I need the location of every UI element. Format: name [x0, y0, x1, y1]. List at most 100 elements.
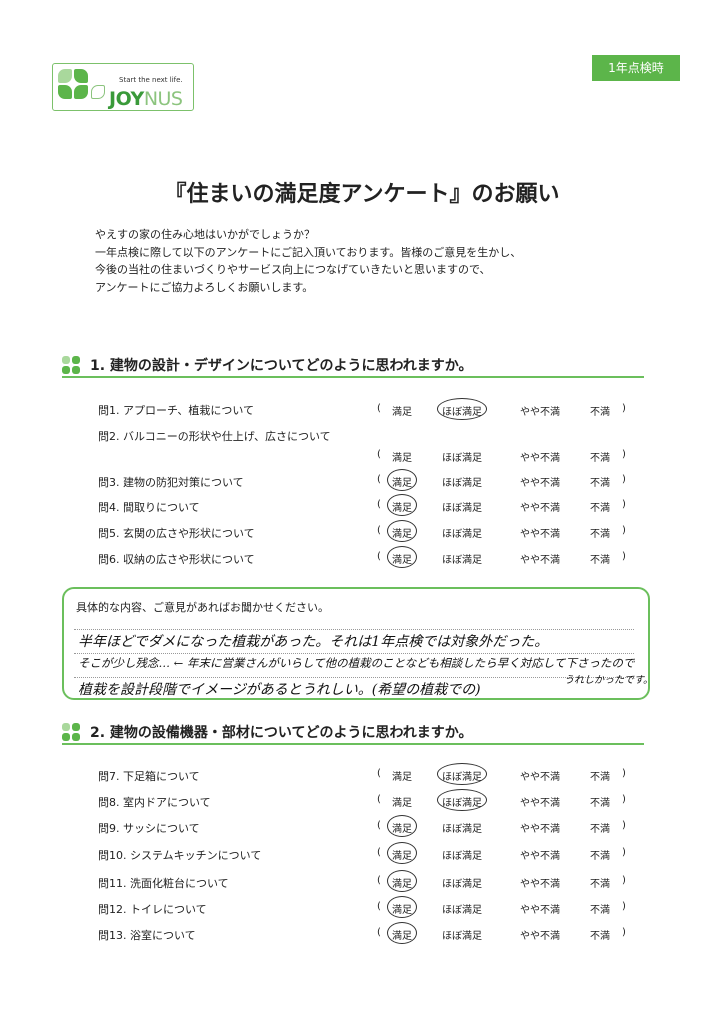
option-label: 不満 [590, 879, 610, 890]
option-label: 満足 [392, 407, 412, 418]
option-satisfied[interactable]: 満足 [387, 870, 417, 892]
paren: ( [377, 927, 381, 938]
option-satisfied[interactable]: 満足 [387, 896, 417, 918]
option-mostly-satisfied[interactable]: ほぼ満足 [442, 901, 482, 916]
option-satisfied[interactable]: 満足 [387, 546, 417, 568]
option-mostly-satisfied[interactable]: ほぼ満足 [437, 789, 487, 811]
option-satisfied[interactable]: 満足 [387, 494, 417, 516]
option-dissatisfied[interactable]: 不満 [590, 525, 610, 540]
option-somewhat-dissatisfied[interactable]: やや不満 [520, 525, 560, 540]
option-label: 満足 [392, 453, 412, 464]
paren: ( [377, 875, 381, 886]
option-mostly-satisfied[interactable]: ほぼ満足 [442, 525, 482, 540]
option-label: 不満 [590, 851, 610, 862]
option-mostly-satisfied[interactable]: ほぼ満足 [442, 474, 482, 489]
selected-circle-mark [437, 789, 487, 811]
option-dissatisfied[interactable]: 不満 [590, 474, 610, 489]
selected-circle-mark [387, 469, 417, 491]
option-satisfied[interactable]: 満足 [387, 815, 417, 837]
option-label: やや不満 [520, 824, 560, 835]
option-somewhat-dissatisfied[interactable]: やや不満 [520, 875, 560, 890]
option-satisfied[interactable]: 満足 [387, 469, 417, 491]
divider [62, 743, 644, 745]
option-somewhat-dissatisfied[interactable]: やや不満 [520, 449, 560, 464]
option-somewhat-dissatisfied[interactable]: やや不満 [520, 927, 560, 942]
option-dissatisfied[interactable]: 不満 [590, 768, 610, 783]
handwritten-line: うれしかったです。 [564, 675, 653, 686]
intro-text: やえすの家の住み心地はいかがでしょうか？ 一年点検に際して以下のアンケートにご記入… [95, 228, 522, 294]
option-somewhat-dissatisfied[interactable]: やや不満 [520, 474, 560, 489]
option-dissatisfied[interactable]: 不満 [590, 927, 610, 942]
option-label: やや不満 [520, 772, 560, 783]
option-label: やや不満 [520, 478, 560, 489]
paren: ) [622, 525, 626, 536]
logo-leaf-icon [74, 85, 88, 99]
option-mostly-satisfied[interactable]: ほぼ満足 [442, 499, 482, 514]
logo-leaf-icon [58, 85, 72, 99]
option-mostly-satisfied[interactable]: ほぼ満足 [442, 551, 482, 566]
option-mostly-satisfied[interactable]: ほぼ満足 [442, 927, 482, 942]
option-label: やや不満 [520, 555, 560, 566]
paren: ) [622, 901, 626, 912]
comment-prompt: 具体的な内容、ご意見があればお聞かせください。 [76, 601, 329, 614]
option-dissatisfied[interactable]: 不満 [590, 403, 610, 418]
handwritten-line: 植栽を設計段階でイメージがあるとうれしい。(希望の植栽での) [78, 682, 481, 698]
paren: ( [377, 820, 381, 831]
option-label: ほぼ満足 [442, 555, 482, 566]
paren: ) [622, 551, 626, 562]
option-somewhat-dissatisfied[interactable]: やや不満 [520, 499, 560, 514]
option-label: 不満 [590, 905, 610, 916]
option-somewhat-dissatisfied[interactable]: やや不満 [520, 768, 560, 783]
option-dissatisfied[interactable]: 不満 [590, 820, 610, 835]
option-label: ほぼ満足 [442, 529, 482, 540]
option-dissatisfied[interactable]: 不満 [590, 499, 610, 514]
option-somewhat-dissatisfied[interactable]: やや不満 [520, 901, 560, 916]
option-satisfied[interactable]: 満足 [387, 520, 417, 542]
option-mostly-satisfied[interactable]: ほぼ満足 [442, 847, 482, 862]
option-mostly-satisfied[interactable]: ほぼ満足 [437, 398, 487, 420]
option-dissatisfied[interactable]: 不満 [590, 794, 610, 809]
option-dissatisfied[interactable]: 不満 [590, 875, 610, 890]
option-somewhat-dissatisfied[interactable]: やや不満 [520, 820, 560, 835]
option-label: やや不満 [520, 905, 560, 916]
option-label: ほぼ満足 [442, 931, 482, 942]
handwritten-line: 半年ほどでダメになった植栽があった。それは1年点検では対象外だった。 [78, 634, 549, 650]
option-satisfied[interactable]: 満足 [392, 403, 412, 418]
option-label: 不満 [590, 529, 610, 540]
option-dissatisfied[interactable]: 不満 [590, 551, 610, 566]
selected-circle-mark [387, 815, 417, 837]
option-dissatisfied[interactable]: 不満 [590, 901, 610, 916]
option-somewhat-dissatisfied[interactable]: やや不満 [520, 847, 560, 862]
selected-circle-mark [387, 922, 417, 944]
option-label: 不満 [590, 555, 610, 566]
question-label: 問8. 室内ドアについて [98, 796, 211, 809]
joynus-logo: Start the next life. JOYNUS [52, 63, 194, 111]
comment-box[interactable]: 具体的な内容、ご意見があればお聞かせください。 半年ほどでダメになった植栽があっ… [62, 587, 653, 700]
option-satisfied[interactable]: 満足 [392, 794, 412, 809]
option-mostly-satisfied[interactable]: ほぼ満足 [437, 763, 487, 785]
option-mostly-satisfied[interactable]: ほぼ満足 [442, 875, 482, 890]
selected-circle-mark [387, 520, 417, 542]
option-mostly-satisfied[interactable]: ほぼ満足 [442, 449, 482, 464]
option-satisfied[interactable]: 満足 [392, 449, 412, 464]
paren: ) [622, 847, 626, 858]
option-satisfied[interactable]: 満足 [387, 922, 417, 944]
option-satisfied[interactable]: 満足 [392, 768, 412, 783]
paren: ( [377, 847, 381, 858]
paren: ) [622, 927, 626, 938]
option-satisfied[interactable]: 満足 [387, 842, 417, 864]
option-somewhat-dissatisfied[interactable]: やや不満 [520, 794, 560, 809]
option-somewhat-dissatisfied[interactable]: やや不満 [520, 551, 560, 566]
option-dissatisfied[interactable]: 不満 [590, 847, 610, 862]
section1-header: 1. 建物の設計・デザインについてどのように思われますか。 [62, 355, 473, 375]
option-mostly-satisfied[interactable]: ほぼ満足 [442, 820, 482, 835]
selected-circle-mark [387, 546, 417, 568]
option-somewhat-dissatisfied[interactable]: やや不満 [520, 403, 560, 418]
option-label: やや不満 [520, 529, 560, 540]
question-label: 問3. 建物の防犯対策について [98, 476, 244, 489]
question-label: 問7. 下足箱について [98, 770, 200, 783]
paren: ) [622, 768, 626, 779]
selected-circle-mark [387, 870, 417, 892]
option-dissatisfied[interactable]: 不満 [590, 449, 610, 464]
paren: ( [377, 551, 381, 562]
